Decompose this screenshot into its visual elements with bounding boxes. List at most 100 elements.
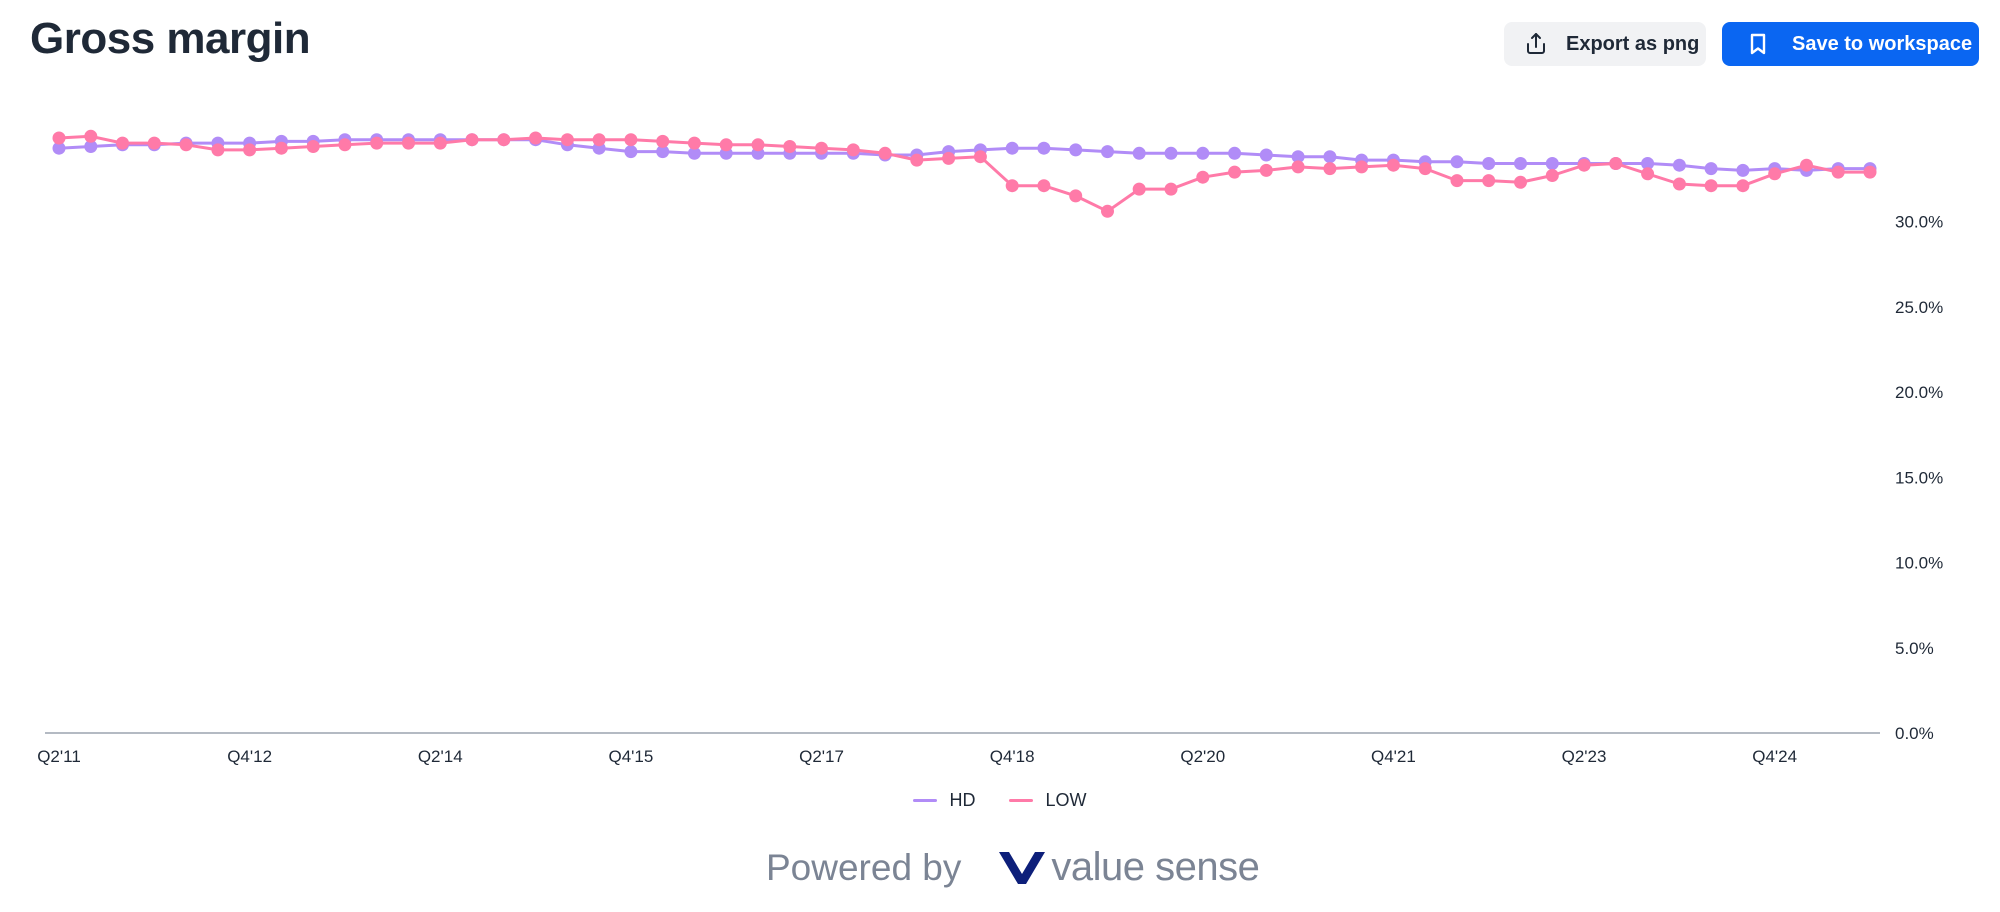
data-point-low[interactable] — [1609, 157, 1623, 170]
data-point-low[interactable] — [1641, 167, 1655, 181]
data-point-low[interactable] — [1005, 179, 1019, 193]
data-point-low[interactable] — [1386, 158, 1400, 172]
y-tick-label: 15.0% — [1895, 468, 1943, 487]
data-point-low[interactable] — [1355, 160, 1369, 174]
data-point-hd[interactable] — [624, 145, 638, 159]
data-point-hd[interactable] — [1228, 146, 1242, 160]
brand-logo: value sense — [999, 845, 1260, 890]
data-point-low[interactable] — [751, 138, 765, 152]
brand-name: value sense — [1051, 845, 1260, 889]
data-point-low[interactable] — [1545, 169, 1559, 182]
data-point-low[interactable] — [560, 133, 574, 147]
data-point-low[interactable] — [1482, 174, 1496, 188]
data-point-low[interactable] — [1259, 163, 1273, 177]
data-point-low[interactable] — [1132, 182, 1146, 196]
data-point-low[interactable] — [687, 136, 701, 150]
data-point-low[interactable] — [338, 138, 352, 152]
chart-legend[interactable]: HD LOW — [0, 790, 2000, 811]
series-line-hd — [58, 138, 1870, 172]
data-point-low[interactable] — [1768, 167, 1782, 181]
data-point-low[interactable] — [1037, 179, 1051, 193]
data-point-low[interactable] — [592, 133, 606, 147]
data-point-low[interactable] — [243, 143, 257, 157]
data-point-low[interactable] — [1196, 170, 1210, 184]
export-png-button[interactable]: Export as png — [1504, 22, 1706, 66]
data-point-hd[interactable] — [1545, 157, 1559, 170]
data-point-hd[interactable] — [1672, 158, 1686, 172]
data-point-hd[interactable] — [1101, 145, 1114, 159]
series-low[interactable] — [52, 129, 1877, 218]
data-point-hd[interactable] — [687, 146, 701, 160]
data-point-low[interactable] — [529, 131, 543, 145]
data-point-low[interactable] — [147, 136, 161, 150]
export-png-label: Export as png — [1566, 32, 1700, 55]
data-point-low[interactable] — [211, 143, 225, 157]
data-point-low[interactable] — [783, 140, 797, 153]
data-point-low[interactable] — [465, 133, 479, 147]
data-point-hd[interactable] — [1641, 157, 1655, 170]
data-point-hd[interactable] — [1069, 143, 1083, 157]
data-point-low[interactable] — [306, 140, 320, 153]
data-point-hd[interactable] — [1259, 148, 1273, 162]
data-point-low[interactable] — [1863, 165, 1877, 179]
data-point-low[interactable] — [1672, 177, 1686, 191]
data-point-low[interactable] — [1800, 158, 1813, 172]
legend-item-low[interactable]: LOW — [1009, 790, 1087, 811]
series-layer[interactable] — [52, 129, 1877, 218]
data-point-low[interactable] — [1450, 174, 1464, 188]
value-sense-logo-icon — [999, 851, 1046, 884]
data-point-low[interactable] — [1577, 158, 1591, 172]
data-point-hd[interactable] — [1514, 157, 1527, 170]
data-point-hd[interactable] — [1450, 155, 1464, 169]
data-point-low[interactable] — [910, 153, 924, 167]
data-point-low[interactable] — [719, 138, 733, 152]
data-point-low[interactable] — [815, 141, 828, 155]
y-tick-label: 10.0% — [1895, 554, 1943, 573]
x-tick-label: Q2'17 — [799, 747, 844, 766]
data-point-hd[interactable] — [1164, 146, 1178, 160]
data-point-hd[interactable] — [1323, 150, 1337, 164]
data-point-low[interactable] — [1704, 179, 1718, 193]
data-point-hd[interactable] — [84, 140, 98, 153]
data-point-low[interactable] — [1291, 160, 1305, 174]
save-to-workspace-button[interactable]: Save to workspace — [1722, 22, 1979, 66]
data-point-low[interactable] — [1736, 179, 1750, 193]
data-point-low[interactable] — [1831, 165, 1845, 179]
data-point-hd[interactable] — [1736, 163, 1750, 177]
series-hd[interactable] — [52, 133, 1877, 177]
data-point-hd[interactable] — [1704, 162, 1718, 176]
data-point-low[interactable] — [402, 136, 415, 150]
data-point-low[interactable] — [1101, 204, 1114, 218]
data-point-hd[interactable] — [1037, 141, 1051, 155]
data-point-low[interactable] — [656, 134, 670, 148]
data-point-low[interactable] — [84, 129, 98, 143]
data-point-low[interactable] — [433, 136, 447, 150]
data-point-low[interactable] — [1069, 189, 1083, 203]
data-point-low[interactable] — [1418, 162, 1432, 176]
data-point-hd[interactable] — [52, 141, 66, 155]
data-point-low[interactable] — [116, 136, 129, 150]
data-point-low[interactable] — [52, 131, 66, 145]
data-point-low[interactable] — [1164, 182, 1178, 196]
data-point-low[interactable] — [1514, 175, 1527, 189]
data-point-low[interactable] — [497, 133, 511, 147]
data-point-hd[interactable] — [1482, 157, 1496, 170]
legend-item-hd[interactable]: HD — [913, 790, 975, 811]
data-point-low[interactable] — [973, 150, 987, 164]
save-to-workspace-label: Save to workspace — [1792, 32, 1973, 55]
data-point-low[interactable] — [370, 136, 384, 150]
data-point-low[interactable] — [1323, 162, 1337, 176]
data-point-hd[interactable] — [1291, 150, 1305, 164]
data-point-low[interactable] — [942, 151, 956, 165]
data-point-low[interactable] — [1228, 165, 1242, 179]
data-point-hd[interactable] — [1132, 146, 1146, 160]
data-point-low[interactable] — [179, 138, 193, 152]
data-point-hd[interactable] — [1005, 141, 1019, 155]
data-point-low[interactable] — [846, 143, 860, 157]
data-point-low[interactable] — [274, 141, 288, 155]
data-point-low[interactable] — [624, 133, 638, 147]
data-point-hd[interactable] — [1196, 146, 1210, 160]
data-point-low[interactable] — [878, 146, 892, 160]
data-point-hd[interactable] — [656, 145, 670, 159]
